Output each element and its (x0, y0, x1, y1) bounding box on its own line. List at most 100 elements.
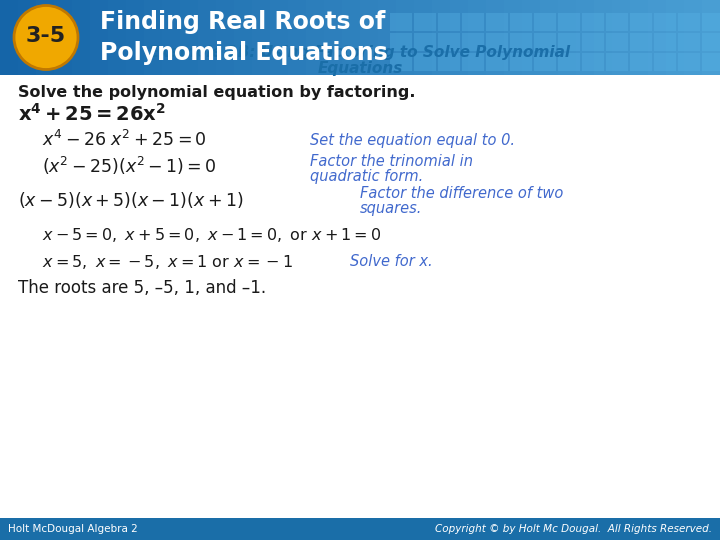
Bar (198, 0, 216, 75)
Bar (360, 0, 378, 75)
Bar (630, 13, 652, 31)
Text: quadratic form.: quadratic form. (310, 168, 423, 184)
Bar (702, 0, 720, 75)
Bar (678, 53, 700, 71)
Bar (36, 0, 54, 75)
Bar (510, 33, 532, 51)
Circle shape (14, 5, 78, 70)
Text: $(x^2 - 25)(x^2 - 1) = 0$: $(x^2 - 25)(x^2 - 1) = 0$ (42, 155, 217, 177)
Text: $x = 5,\ x = -5,\ x = 1\ \mathrm{or}\ x = -1$: $x = 5,\ x = -5,\ x = 1\ \mathrm{or}\ x … (42, 253, 293, 271)
Bar (390, 13, 412, 31)
Bar (606, 13, 628, 31)
Bar (414, 53, 436, 71)
Bar (306, 0, 324, 75)
Bar (510, 13, 532, 31)
Text: Set the equation equal to 0.: Set the equation equal to 0. (310, 132, 515, 147)
Bar (378, 0, 396, 75)
Bar (486, 0, 504, 75)
Bar (72, 0, 90, 75)
Bar (654, 13, 676, 31)
Bar (462, 53, 484, 71)
Bar (414, 13, 436, 31)
Bar (270, 0, 288, 75)
Bar (558, 13, 580, 31)
Bar (462, 33, 484, 51)
Bar (126, 0, 144, 75)
Bar (666, 0, 684, 75)
Bar (534, 13, 556, 31)
Bar (396, 0, 414, 75)
Bar (534, 53, 556, 71)
Bar (540, 0, 558, 75)
Bar (252, 0, 270, 75)
Bar (630, 53, 652, 71)
Bar (180, 0, 198, 75)
Bar (630, 33, 652, 51)
Bar (654, 33, 676, 51)
Bar (414, 0, 432, 75)
Bar (234, 0, 252, 75)
Text: Solve for x.: Solve for x. (350, 254, 433, 269)
Bar (630, 0, 648, 75)
Bar (534, 33, 556, 51)
Bar (438, 13, 460, 31)
Bar (462, 13, 484, 31)
Text: 3-5: 3-5 (26, 25, 66, 45)
Text: Equations: Equations (318, 60, 402, 76)
Bar (486, 33, 508, 51)
Bar (558, 33, 580, 51)
Bar (0, 518, 720, 540)
Bar (702, 13, 720, 31)
Bar (558, 53, 580, 71)
Text: Factor the trinomial in: Factor the trinomial in (310, 153, 473, 168)
Bar (342, 0, 360, 75)
Bar (486, 13, 508, 31)
Bar (678, 33, 700, 51)
Text: $(x - 5)(x + 5)(x - 1)(x + 1)$: $(x - 5)(x + 5)(x - 1)(x + 1)$ (18, 190, 243, 210)
Bar (108, 0, 126, 75)
Bar (558, 0, 576, 75)
Text: Polynomial Equations: Polynomial Equations (100, 41, 388, 65)
Bar (438, 53, 460, 71)
Bar (0, 0, 18, 75)
Bar (582, 33, 604, 51)
Bar (582, 53, 604, 71)
Text: Factor the difference of two: Factor the difference of two (360, 186, 563, 201)
Bar (594, 0, 612, 75)
Bar (486, 53, 508, 71)
Bar (606, 33, 628, 51)
Bar (54, 0, 72, 75)
Bar (648, 0, 666, 75)
Bar (18, 0, 36, 75)
Bar (654, 53, 676, 71)
Bar (504, 0, 522, 75)
Text: The roots are 5, –5, 1, and –1.: The roots are 5, –5, 1, and –1. (18, 279, 266, 297)
Bar (702, 33, 720, 51)
Text: $x^4 - 26\ x^2 + 25 = 0$: $x^4 - 26\ x^2 + 25 = 0$ (42, 130, 207, 150)
Bar (450, 0, 468, 75)
Bar (606, 53, 628, 71)
Text: Finding Real Roots of: Finding Real Roots of (100, 10, 385, 34)
Bar (390, 33, 412, 51)
Text: Example 1B: Using Factoring to Solve Polynomial: Example 1B: Using Factoring to Solve Pol… (150, 45, 570, 60)
Bar (414, 33, 436, 51)
Bar (702, 53, 720, 71)
Bar (684, 0, 702, 75)
Bar (612, 0, 630, 75)
Text: $x - 5 = 0,\ x + 5 = 0,\ x - 1 = 0,\ \mathrm{or}\ x + 1 = 0$: $x - 5 = 0,\ x + 5 = 0,\ x - 1 = 0,\ \ma… (42, 226, 382, 244)
Bar (522, 0, 540, 75)
Text: Copyright © by Holt Mc Dougal.  All Rights Reserved.: Copyright © by Holt Mc Dougal. All Right… (435, 524, 712, 534)
Bar (288, 0, 306, 75)
Bar (576, 0, 594, 75)
Bar (144, 0, 162, 75)
Bar (216, 0, 234, 75)
Text: Solve the polynomial equation by factoring.: Solve the polynomial equation by factori… (18, 84, 415, 99)
Bar (90, 0, 108, 75)
Text: Holt McDougal Algebra 2: Holt McDougal Algebra 2 (8, 524, 138, 534)
Bar (390, 53, 412, 71)
Bar (510, 53, 532, 71)
Bar (432, 0, 450, 75)
Bar (324, 0, 342, 75)
Text: squares.: squares. (360, 201, 423, 217)
Bar (678, 13, 700, 31)
